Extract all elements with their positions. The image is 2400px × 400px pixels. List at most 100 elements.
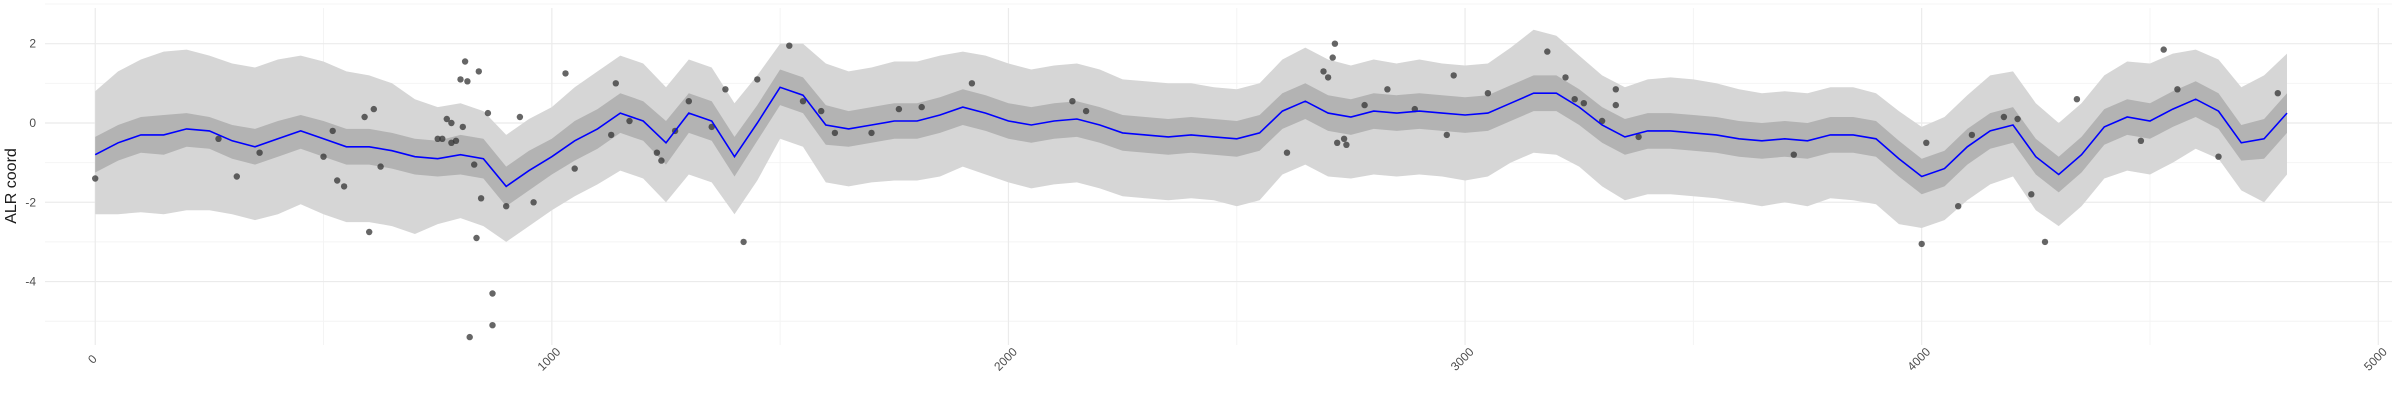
data-point — [2028, 191, 2035, 198]
data-point — [818, 107, 825, 115]
data-point — [471, 161, 478, 168]
data-point — [320, 153, 327, 160]
data-point — [1340, 135, 1348, 142]
data-point — [489, 290, 496, 297]
data-point — [92, 175, 99, 182]
data-point — [2274, 90, 2281, 97]
data-point — [340, 183, 348, 190]
data-point — [475, 68, 482, 75]
data-point — [434, 135, 441, 142]
data-point — [1923, 139, 1930, 146]
data-point — [477, 195, 485, 202]
data-point — [740, 238, 747, 246]
data-point — [464, 78, 471, 85]
data-point — [1598, 117, 1606, 125]
data-point — [1329, 54, 1336, 61]
data-point — [2073, 96, 2081, 103]
data-point — [708, 123, 715, 131]
data-point — [452, 137, 460, 144]
data-point — [1443, 131, 1451, 139]
data-point — [466, 333, 473, 341]
data-point — [1320, 68, 1327, 75]
data-point — [626, 117, 633, 125]
data-point — [329, 127, 336, 135]
data-point — [831, 129, 839, 137]
x-tick-label: 5000 — [2361, 345, 2390, 374]
data-point — [571, 165, 578, 172]
data-point — [439, 135, 446, 142]
data-point — [457, 76, 464, 83]
data-point — [1571, 96, 1578, 103]
data-point — [473, 234, 480, 242]
data-point — [366, 228, 373, 236]
data-point — [489, 322, 496, 329]
data-point — [895, 105, 903, 113]
data-point — [968, 80, 976, 87]
data-point — [1544, 48, 1551, 55]
data-point — [562, 70, 569, 77]
data-point — [1562, 74, 1569, 81]
data-point — [918, 103, 925, 111]
x-tick-label: 0 — [85, 352, 100, 367]
data-point — [1580, 100, 1588, 107]
data-point — [1635, 133, 1642, 141]
data-point — [377, 163, 384, 170]
data-point — [722, 86, 729, 93]
inner-confidence-band — [95, 69, 2288, 207]
data-point — [786, 42, 793, 49]
data-point — [2014, 115, 2021, 123]
x-tick-labels: 0 1000 2000 3000 4000 5000 — [85, 345, 2390, 374]
data-point — [459, 123, 466, 131]
data-point — [1612, 86, 1620, 93]
data-point — [2174, 86, 2181, 93]
data-point — [1450, 72, 1457, 79]
data-point — [1082, 107, 1090, 115]
data-point — [799, 98, 807, 105]
data-point — [685, 98, 692, 105]
data-point — [361, 113, 368, 121]
data-point — [658, 157, 665, 164]
data-point — [1790, 151, 1798, 158]
data-point — [1331, 40, 1339, 47]
data-point — [484, 109, 492, 117]
observation-points — [92, 40, 2281, 341]
data-point — [1484, 90, 1492, 97]
data-point — [1069, 98, 1076, 105]
data-point — [461, 58, 469, 65]
y-tick-label: 0 — [29, 116, 36, 130]
x-tick-label: 4000 — [1904, 345, 1933, 374]
data-point — [1955, 203, 1962, 210]
data-point — [1384, 86, 1391, 93]
y-tick-label: -4 — [25, 275, 36, 289]
data-point — [516, 113, 524, 121]
data-point — [1324, 74, 1332, 81]
data-point — [1283, 149, 1291, 156]
data-point — [334, 177, 341, 184]
x-tick-label: 1000 — [535, 345, 564, 374]
data-point — [530, 199, 537, 206]
data-point — [1968, 131, 1976, 139]
data-point — [370, 105, 377, 113]
data-point — [2215, 153, 2222, 160]
fitted-line — [94, 86, 2288, 188]
y-tick-labels: 2 0 -2 -4 — [25, 37, 36, 289]
x-tick-label: 2000 — [991, 345, 1020, 374]
data-point — [2137, 137, 2145, 144]
data-point — [2000, 113, 2008, 121]
data-point — [653, 149, 661, 156]
data-point — [443, 115, 450, 123]
data-point — [612, 80, 619, 87]
data-point — [233, 173, 240, 180]
data-point — [608, 131, 615, 139]
data-point — [448, 119, 455, 127]
data-point — [215, 135, 222, 142]
y-tick-label: 2 — [29, 37, 36, 51]
data-point — [1334, 139, 1341, 146]
data-point — [1918, 240, 1925, 248]
data-point — [2041, 238, 2049, 246]
data-point — [754, 76, 761, 83]
data-point — [1343, 141, 1350, 148]
data-point — [868, 129, 875, 137]
data-point — [1612, 101, 1620, 109]
minor-gridlines — [45, 3, 2392, 345]
